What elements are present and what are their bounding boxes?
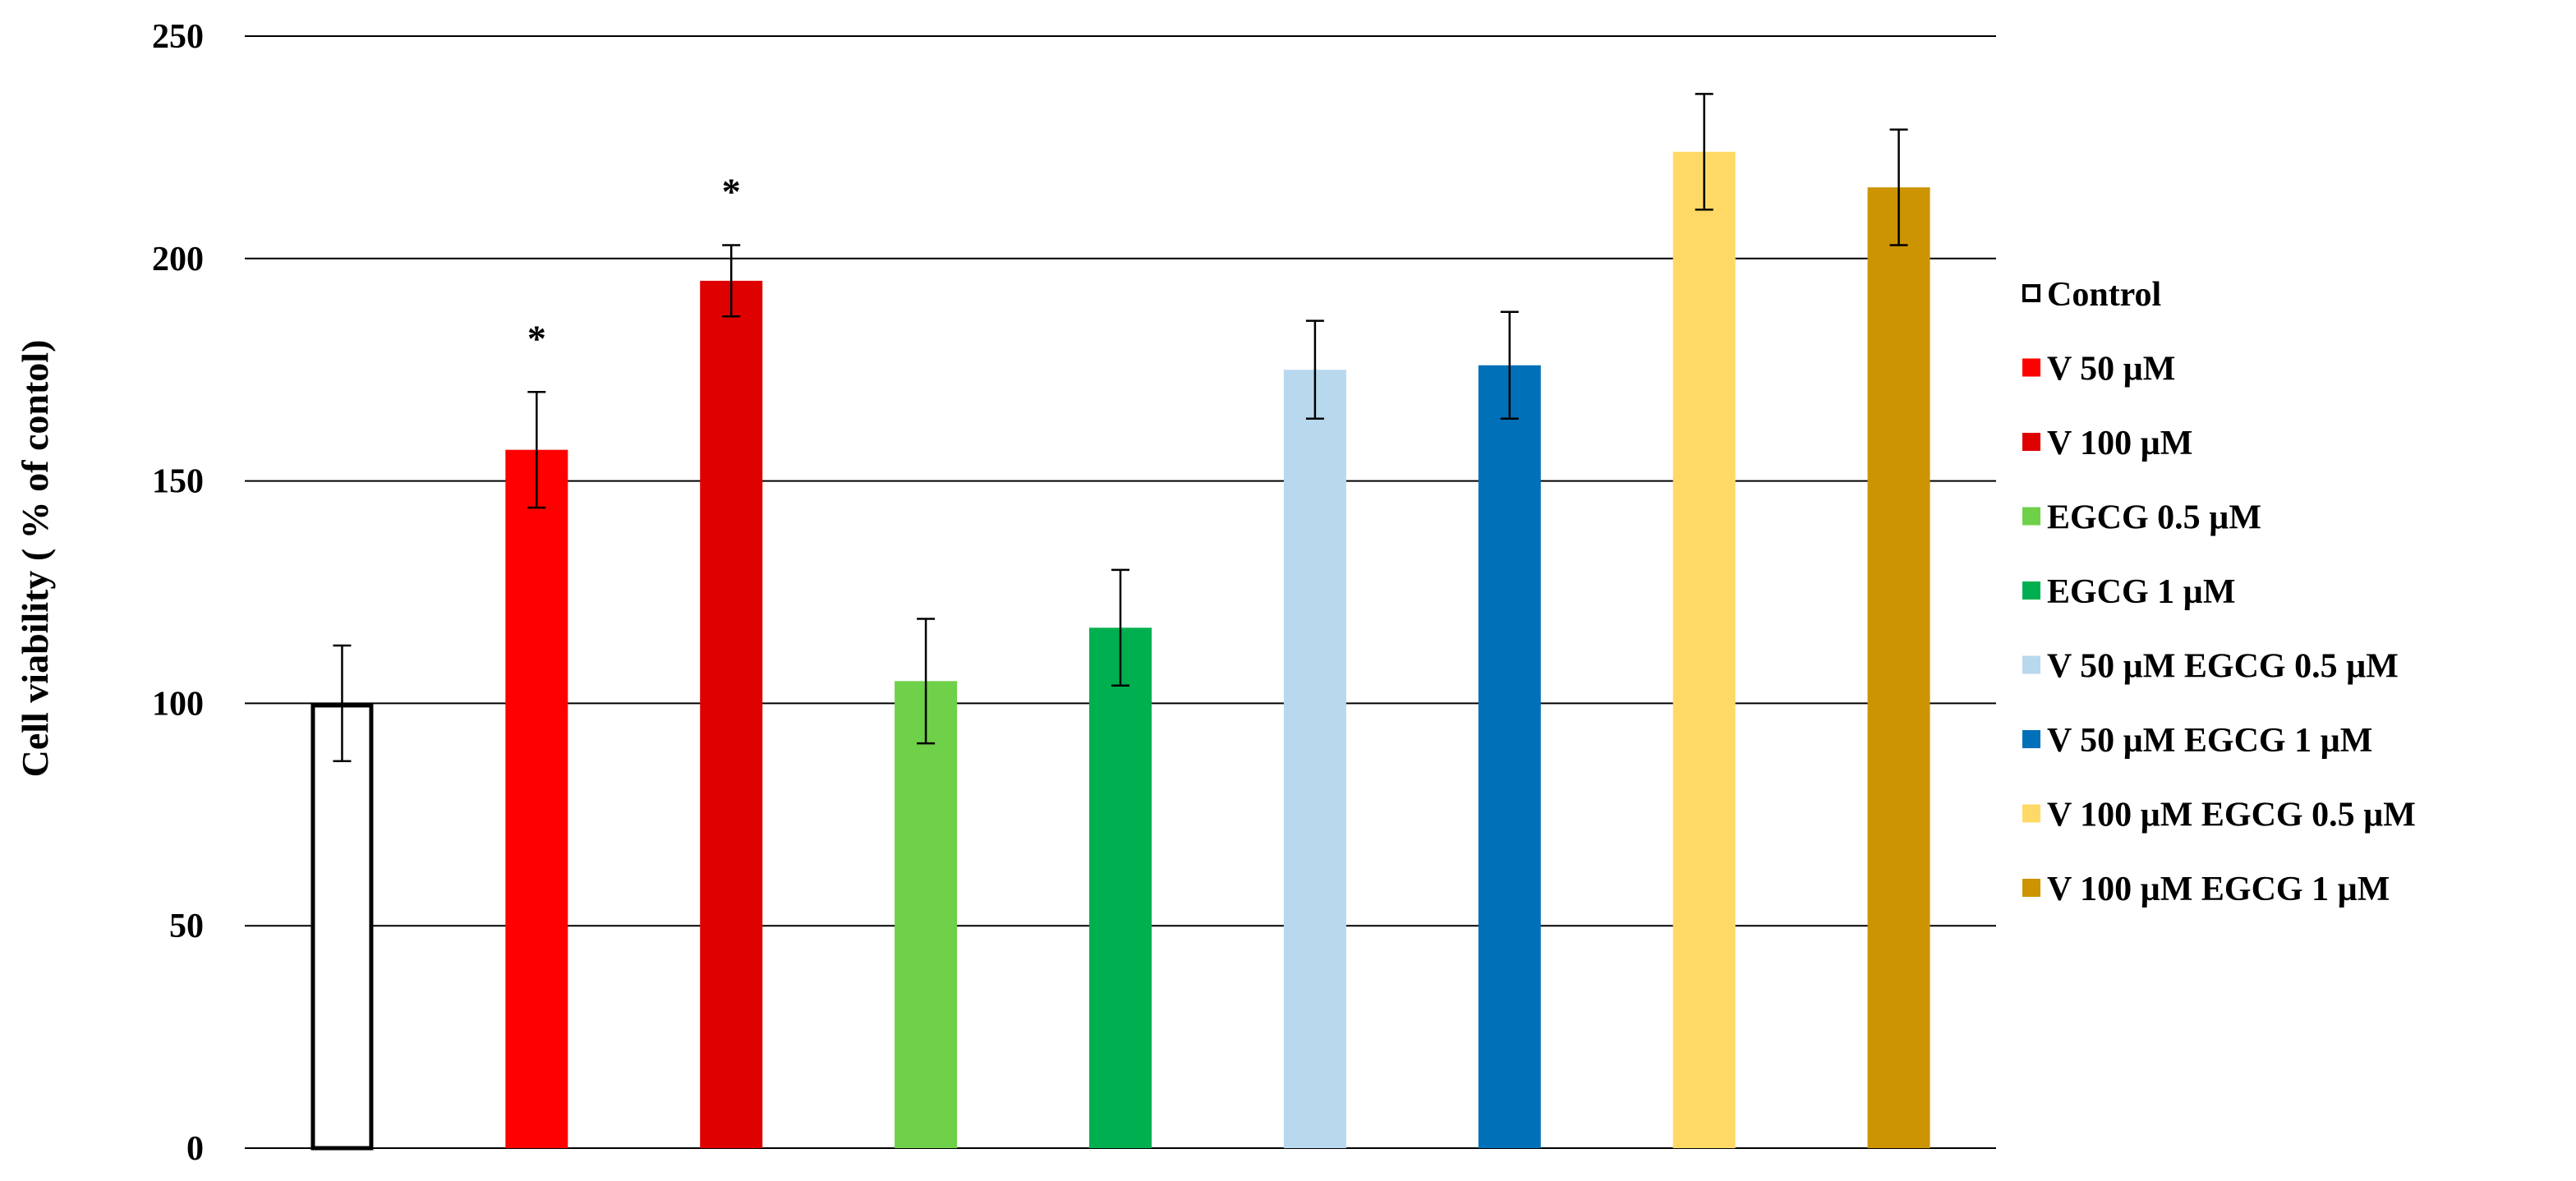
bars — [310, 151, 1930, 1151]
legend-swatch — [2022, 358, 2040, 377]
y-tick-label: 200 — [152, 241, 204, 278]
bar — [1672, 151, 1736, 1148]
y-tick-label: 50 — [169, 908, 204, 945]
legend-swatch — [2022, 581, 2040, 600]
bar — [1867, 187, 1930, 1148]
legend-swatch — [2022, 730, 2040, 748]
legend-label: V 50 µM EGCG 1 µM — [2047, 722, 2372, 760]
legend-label: V 100 µM — [2047, 425, 2192, 462]
y-tick-label: 250 — [152, 18, 204, 56]
y-axis-ticks: 0 50 100 150 200 250 — [152, 18, 204, 1168]
y-tick-label: 150 — [152, 463, 204, 501]
legend-label: V 50 µM EGCG 0.5 µM — [2047, 648, 2399, 686]
bar — [1089, 627, 1152, 1148]
legend-label: Control — [2047, 276, 2161, 314]
y-tick-label: 100 — [152, 685, 204, 723]
bar — [1478, 365, 1541, 1148]
bar — [505, 449, 568, 1148]
bar — [700, 280, 763, 1148]
legend-label: V 100 µM EGCG 0.5 µM — [2047, 797, 2416, 834]
error-bars — [333, 93, 1908, 763]
legend-swatch — [2022, 655, 2040, 674]
legend-label: V 100 µM EGCG 1 µM — [2047, 871, 2390, 908]
legend-label: EGCG 0.5 µM — [2047, 499, 2261, 537]
y-tick-label: 0 — [186, 1130, 204, 1168]
bar — [895, 681, 958, 1148]
legend-swatch — [2022, 507, 2040, 526]
significance-asterisk: * — [722, 171, 741, 213]
legend-swatch — [2022, 879, 2040, 897]
legend-swatch — [2022, 284, 2040, 302]
legend-swatch — [2022, 804, 2040, 823]
significance-asterisk: * — [527, 317, 546, 359]
legend: Control V 50 µM V 100 µM EGCG 0.5 µM EGCG 1 … — [2022, 276, 2416, 908]
bar — [1283, 370, 1346, 1148]
bar — [310, 703, 374, 1151]
significance-markers: ** — [527, 171, 741, 360]
legend-swatch — [2022, 433, 2040, 451]
legend-label: EGCG 1 µM — [2047, 573, 2236, 611]
legend-label: V 50 µM — [2047, 351, 2175, 388]
y-axis-label: Cell viability ( % of contol) — [14, 340, 56, 778]
